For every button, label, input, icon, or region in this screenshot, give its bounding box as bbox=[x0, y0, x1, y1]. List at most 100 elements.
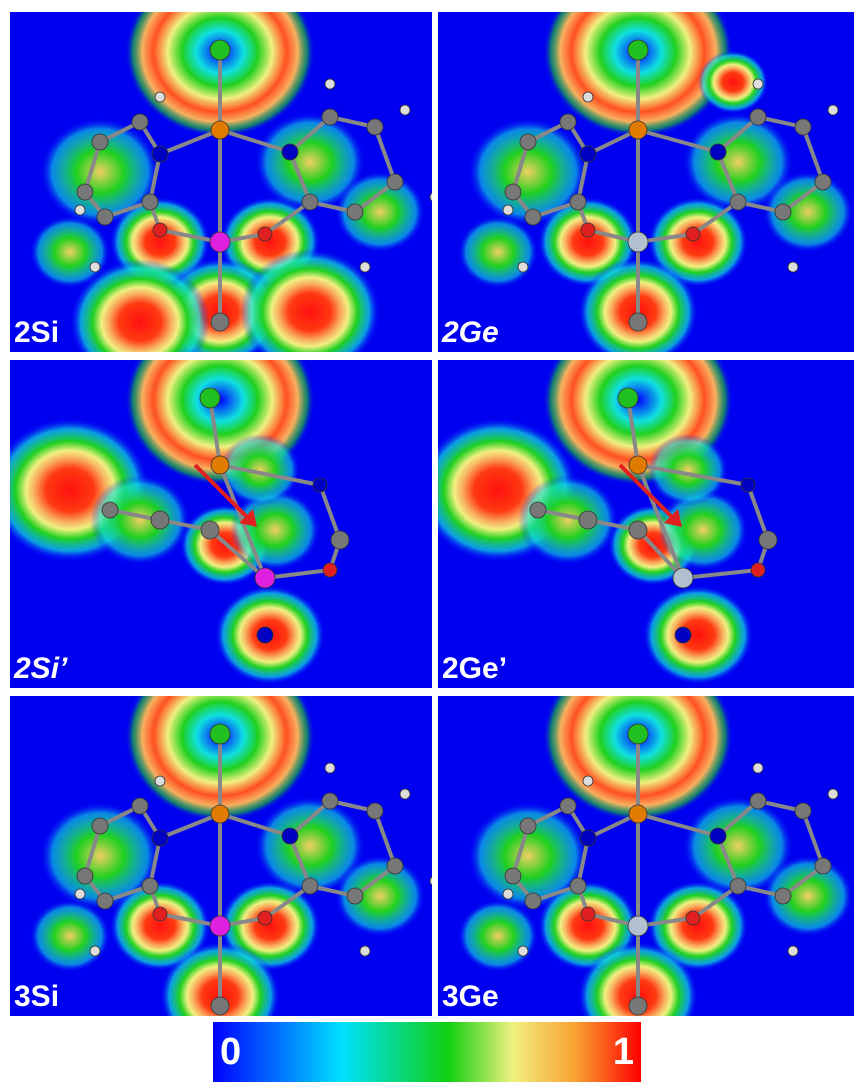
atom bbox=[741, 478, 755, 492]
atom bbox=[367, 119, 383, 135]
atom bbox=[331, 531, 349, 549]
atom bbox=[211, 121, 229, 139]
atom bbox=[828, 105, 838, 115]
atom bbox=[132, 114, 148, 130]
atom bbox=[673, 568, 693, 588]
atom bbox=[257, 627, 273, 643]
atom bbox=[710, 828, 726, 844]
atom bbox=[730, 194, 746, 210]
atom bbox=[775, 888, 791, 904]
atom bbox=[211, 313, 229, 331]
atom bbox=[518, 946, 528, 956]
figure: 0 1 2Si 2Ge 2Si’ 2Ge’3Si3Ge bbox=[0, 0, 854, 1086]
atom bbox=[581, 907, 595, 921]
atom bbox=[325, 79, 335, 89]
atom bbox=[579, 511, 597, 529]
atom bbox=[628, 916, 648, 936]
elf-panel: 2Ge’ bbox=[418, 315, 854, 689]
atom bbox=[92, 818, 108, 834]
atom bbox=[387, 174, 403, 190]
elf-basin bbox=[458, 216, 538, 288]
panel-label: 3Ge bbox=[442, 980, 499, 1013]
atom bbox=[77, 184, 93, 200]
atom bbox=[629, 997, 647, 1015]
atom bbox=[75, 889, 85, 899]
atom bbox=[282, 144, 298, 160]
atom bbox=[210, 916, 230, 936]
atom bbox=[815, 174, 831, 190]
atom bbox=[153, 223, 167, 237]
atom bbox=[153, 907, 167, 921]
atom bbox=[730, 878, 746, 894]
atom bbox=[530, 502, 546, 518]
atom bbox=[518, 262, 528, 272]
elf-basin bbox=[30, 900, 110, 972]
atom bbox=[255, 568, 275, 588]
atom bbox=[788, 946, 798, 956]
atom bbox=[323, 563, 337, 577]
colorbar bbox=[213, 1022, 641, 1082]
atom bbox=[387, 858, 403, 874]
atom bbox=[282, 828, 298, 844]
elf-basin bbox=[240, 249, 380, 375]
atom bbox=[629, 313, 647, 331]
atom bbox=[347, 204, 363, 220]
atom bbox=[753, 763, 763, 773]
atom bbox=[503, 205, 513, 215]
elf-basin bbox=[518, 475, 618, 565]
atom bbox=[629, 805, 647, 823]
atom bbox=[560, 798, 576, 814]
elf-panel: 2Ge bbox=[438, 0, 854, 366]
atom bbox=[400, 789, 410, 799]
atom bbox=[675, 627, 691, 643]
atom bbox=[322, 109, 338, 125]
atom bbox=[210, 40, 230, 60]
atom bbox=[142, 194, 158, 210]
panel-label: 2Ge bbox=[441, 316, 499, 349]
atom bbox=[155, 776, 165, 786]
atom bbox=[629, 456, 647, 474]
atom bbox=[151, 511, 169, 529]
atom bbox=[97, 893, 113, 909]
atom bbox=[629, 121, 647, 139]
atom bbox=[211, 805, 229, 823]
elf-basin bbox=[458, 900, 538, 972]
atom bbox=[815, 858, 831, 874]
panel-label: 2Si bbox=[14, 316, 59, 349]
atom bbox=[211, 456, 229, 474]
atom bbox=[322, 793, 338, 809]
atom bbox=[400, 105, 410, 115]
atom bbox=[505, 184, 521, 200]
atom bbox=[258, 911, 272, 925]
atom bbox=[210, 724, 230, 744]
atom bbox=[211, 997, 229, 1015]
atom bbox=[92, 134, 108, 150]
atom bbox=[90, 946, 100, 956]
atom bbox=[520, 134, 536, 150]
atom bbox=[775, 204, 791, 220]
atom bbox=[795, 119, 811, 135]
atom bbox=[360, 946, 370, 956]
atom bbox=[570, 878, 586, 894]
atom bbox=[759, 531, 777, 549]
panel-label: 2Ge’ bbox=[442, 652, 507, 685]
atom bbox=[570, 194, 586, 210]
colorbar-max: 1 bbox=[613, 1031, 634, 1073]
elf-basin bbox=[643, 586, 753, 685]
atom bbox=[347, 888, 363, 904]
atom bbox=[686, 227, 700, 241]
atom bbox=[152, 146, 168, 162]
atom bbox=[525, 209, 541, 225]
atom bbox=[102, 502, 118, 518]
panel-label: 2Si’ bbox=[13, 652, 68, 685]
elf-panel: 3Ge bbox=[438, 651, 854, 1051]
atom bbox=[795, 803, 811, 819]
atom bbox=[828, 789, 838, 799]
atom bbox=[580, 830, 596, 846]
colorbar-min: 0 bbox=[220, 1031, 241, 1073]
atom bbox=[201, 521, 219, 539]
atom bbox=[325, 763, 335, 773]
atom bbox=[583, 92, 593, 102]
elf-panel: 3Si bbox=[10, 651, 440, 1051]
atom bbox=[560, 114, 576, 130]
